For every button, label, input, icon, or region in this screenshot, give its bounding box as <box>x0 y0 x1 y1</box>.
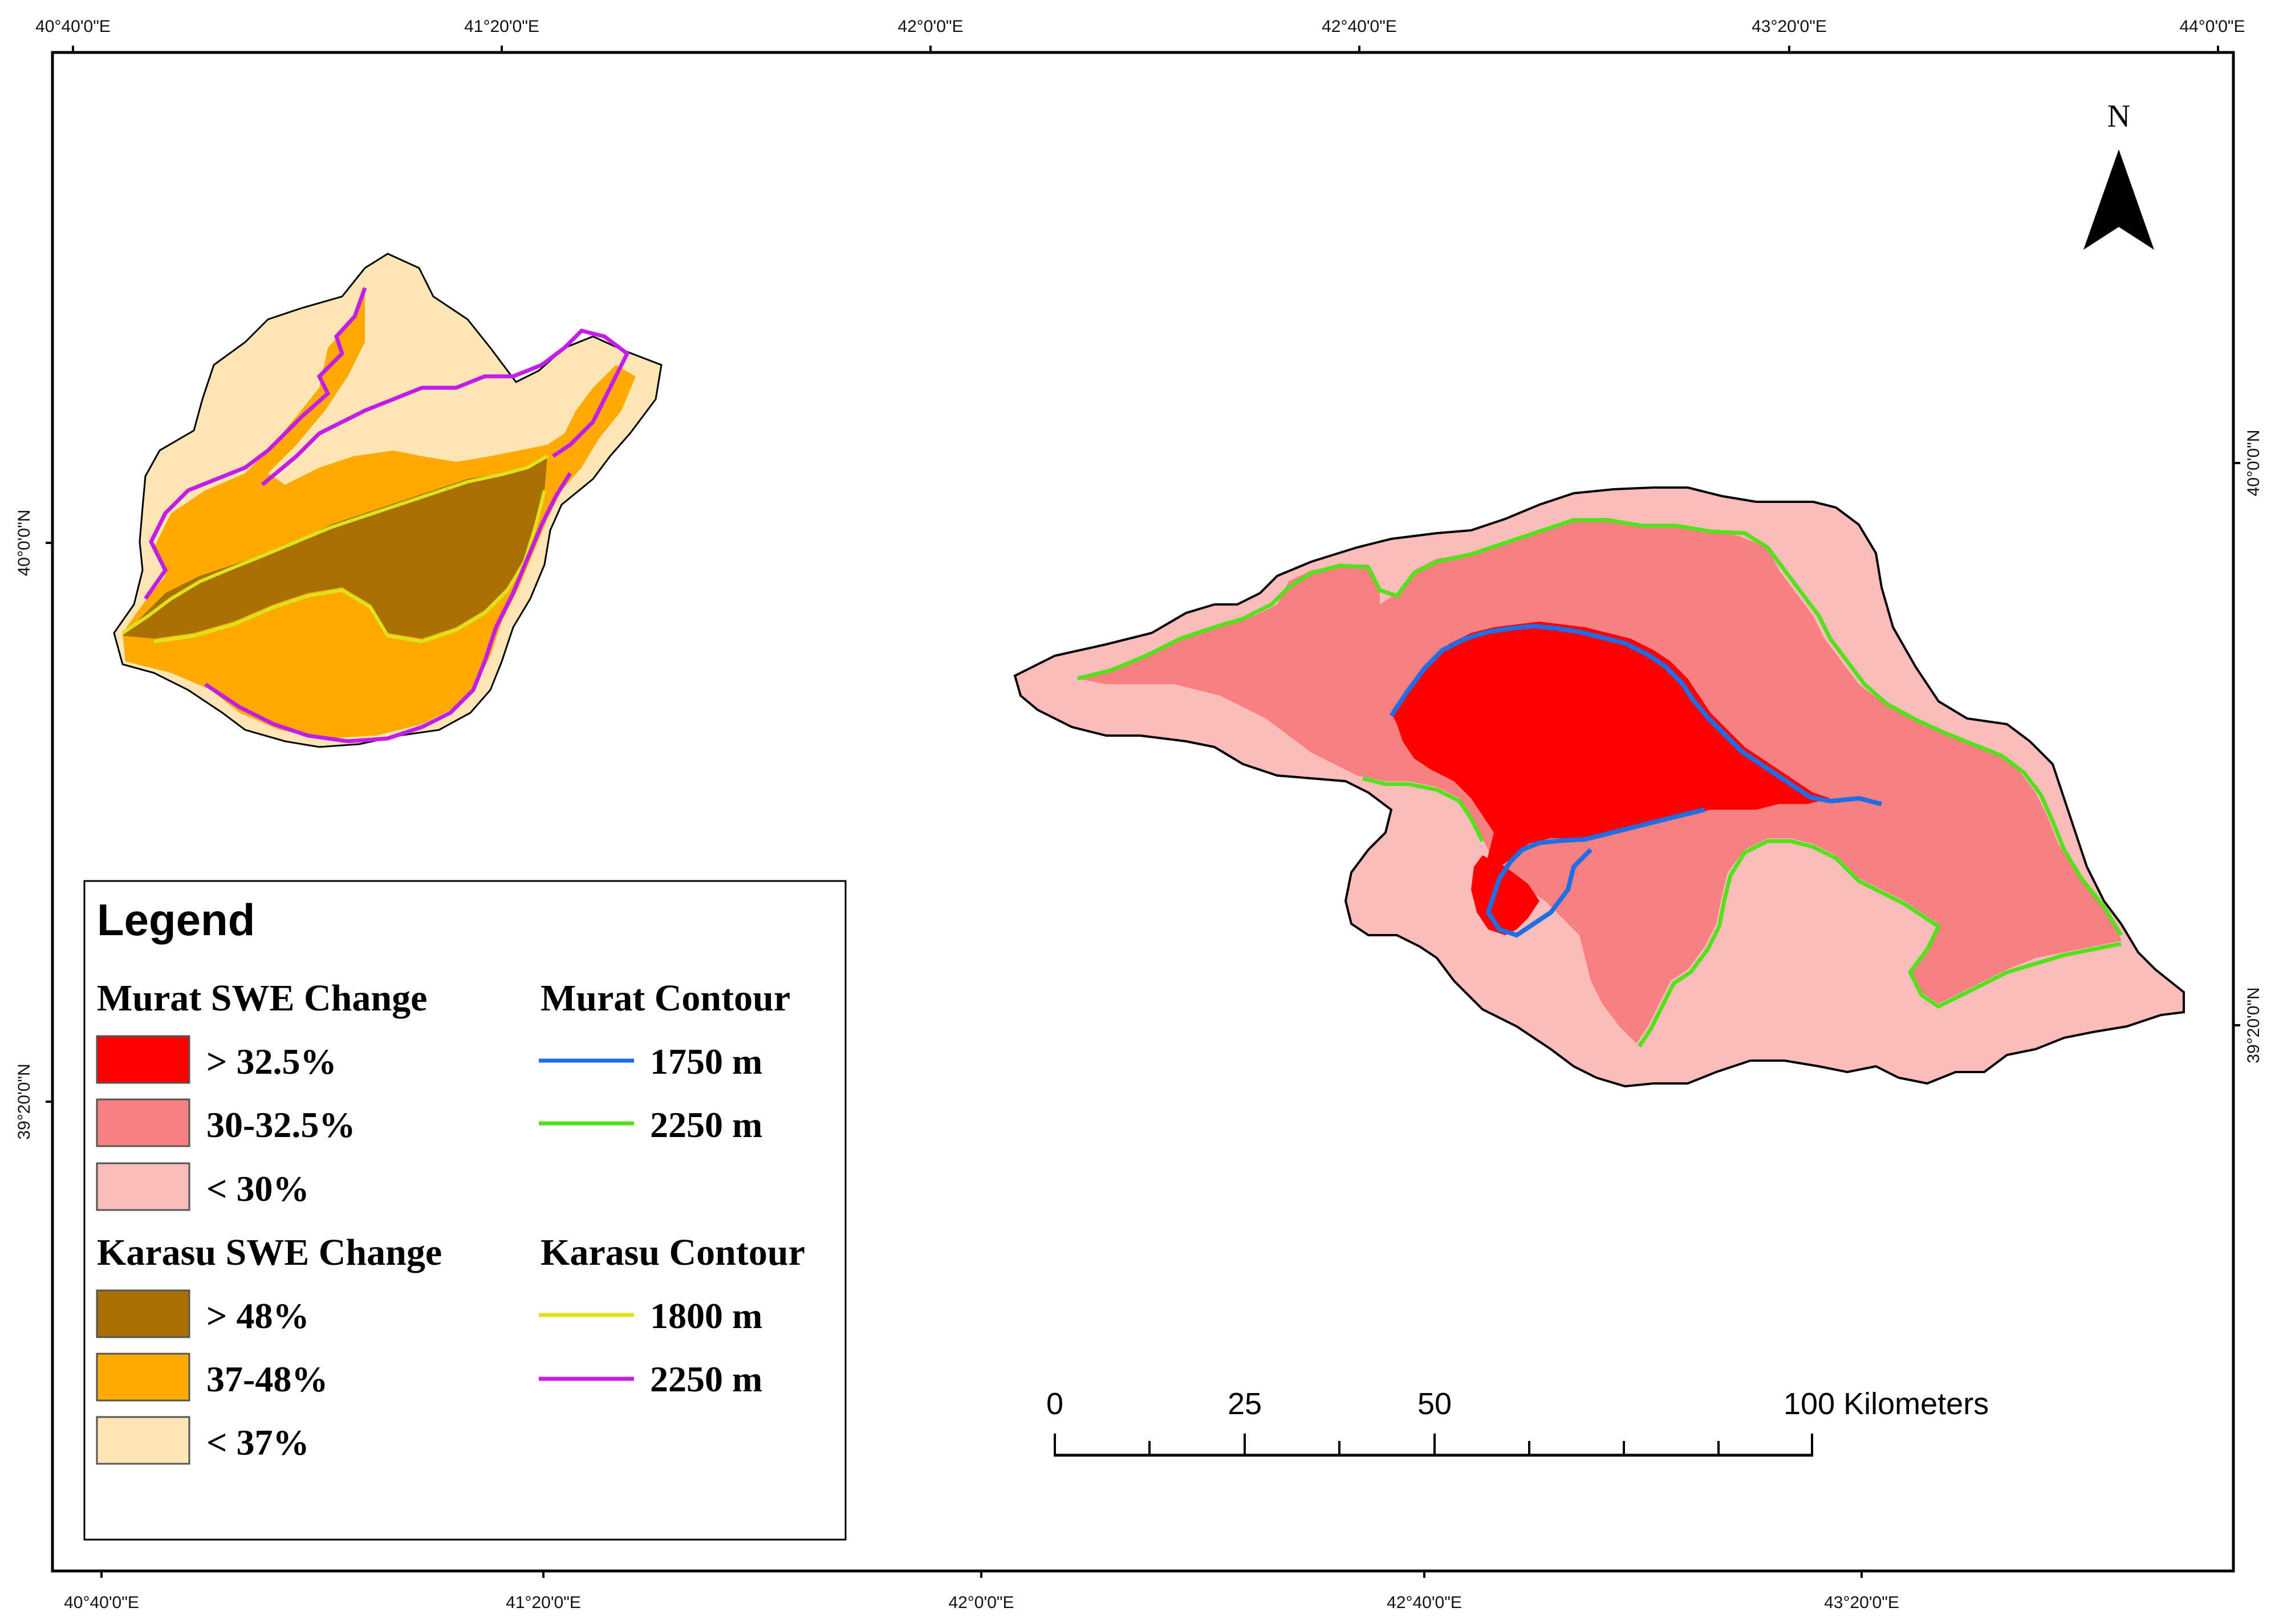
scale-label-100-km: 100 Kilometers <box>1784 1387 1989 1421</box>
legend-box <box>83 880 847 1541</box>
top-lon-label-4: 42°40'0"E <box>1322 17 1397 36</box>
legend-karasu-swe-label-high: > 48% <box>206 1296 309 1336</box>
bottom-lon-label-2: 41°20'0"E <box>506 1593 581 1612</box>
murat-contour-2250 <box>1077 518 2123 1048</box>
north-arrow-label: N <box>2107 99 2130 134</box>
scale-label-50: 50 <box>1417 1387 1452 1421</box>
karasu-basin <box>113 253 663 748</box>
karasu-contour-2250 <box>144 287 630 744</box>
legend-karasu-swe-label-mid: 37-48% <box>206 1359 328 1399</box>
legend: Legend Murat SWE Change > 32.5% 30-32.5%… <box>83 880 847 1541</box>
legend-karasu-swe-swatch-mid <box>96 1353 190 1402</box>
legend-karasu-contour-label-1800: 1800 m <box>650 1296 762 1336</box>
top-lon-label-5: 43°20'0"E <box>1752 17 1827 36</box>
scale-bar: 0 25 50 100 Kilometers <box>1046 1387 1989 1457</box>
karasu-contour-1800 <box>121 454 549 644</box>
left-lat-label-2: 39°20'0"N <box>15 1063 34 1139</box>
murat-contour-1750 <box>1389 623 1882 938</box>
graticule-labels: 40°40'0"E 41°20'0"E 42°0'0"E 42°40'0"E 4… <box>15 17 2263 1612</box>
legend-karasu-contour-heading: Karasu Contour <box>541 1232 805 1273</box>
legend-murat-swe-heading: Murat SWE Change <box>97 977 427 1019</box>
top-lon-label-3: 42°0'0"E <box>897 17 963 36</box>
legend-murat-swe-label-high: > 32.5% <box>206 1041 336 1082</box>
graticule-ticks <box>46 46 2240 1578</box>
legend-murat-contour-label-1750: 1750 m <box>650 1041 762 1082</box>
right-lat-label-1: 40°0'0"N <box>2244 430 2263 497</box>
scale-label-0: 0 <box>1046 1387 1063 1421</box>
legend-murat-swe-swatch-mid <box>96 1098 190 1147</box>
legend-murat-contour-label-2250: 2250 m <box>650 1105 762 1145</box>
legend-karasu-contour-label-2250: 2250 m <box>650 1359 762 1399</box>
bottom-lon-label-5: 43°20'0"E <box>1824 1593 1899 1612</box>
top-lon-label-2: 41°20'0"E <box>464 17 539 36</box>
legend-karasu-swe-label-low: < 37% <box>206 1422 309 1463</box>
legend-murat-contour-heading: Murat Contour <box>541 977 790 1019</box>
right-lat-label-2: 39°20'0"N <box>2244 987 2263 1063</box>
bottom-lon-label-4: 42°40'0"E <box>1387 1593 1462 1612</box>
legend-murat-swe-swatch-low <box>96 1162 190 1211</box>
legend-karasu-swe-swatch-high <box>96 1289 190 1338</box>
legend-karasu-swe-heading: Karasu SWE Change <box>97 1232 442 1273</box>
karasu-zone-high <box>123 456 547 639</box>
bottom-lon-label-3: 42°0'0"E <box>948 1593 1014 1612</box>
north-arrow-icon <box>2083 149 2154 250</box>
legend-murat-swe-label-mid: 30-32.5% <box>206 1105 355 1145</box>
left-lat-label-1: 40°0'0"N <box>15 510 34 576</box>
legend-title: Legend <box>97 895 255 945</box>
legend-murat-swe-label-low: < 30% <box>206 1168 309 1209</box>
north-arrow: N <box>2083 99 2154 250</box>
legend-karasu-swe-swatch-low <box>96 1416 190 1465</box>
scale-label-25: 25 <box>1228 1387 1262 1421</box>
murat-basin <box>1013 486 2185 1088</box>
legend-murat-swe-swatch-high <box>96 1035 190 1084</box>
bottom-lon-label-1: 40°40'0"E <box>64 1593 139 1612</box>
top-lon-label-1: 40°40'0"E <box>35 17 111 36</box>
murat-zone-high <box>1391 622 1830 890</box>
top-lon-label-6: 44°0'0"E <box>2179 17 2245 36</box>
